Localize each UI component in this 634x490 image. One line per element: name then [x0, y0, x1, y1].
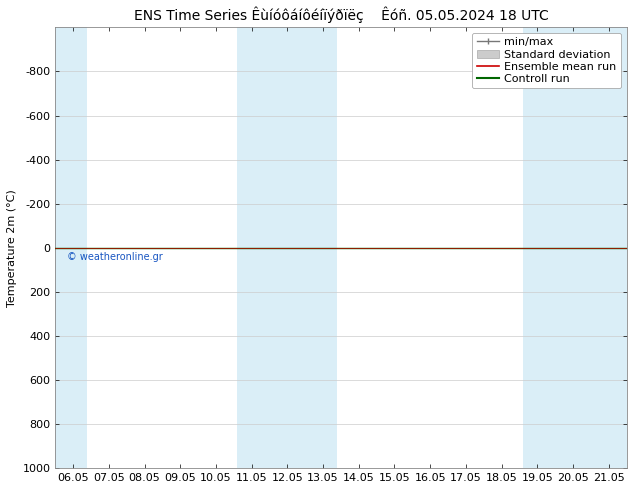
Bar: [55, 27, 87, 468]
Bar: [237, 27, 337, 468]
Bar: [523, 27, 626, 468]
Text: © weatheronline.gr: © weatheronline.gr: [67, 251, 162, 262]
Title: ENS Time Series Êùíóôáíôéíïýðïëç    Êóñ. 05.05.2024 18 UTC: ENS Time Series Êùíóôáíôéíïýðïëç Êóñ. 05…: [134, 7, 548, 24]
Y-axis label: Temperature 2m (°C): Temperature 2m (°C): [7, 189, 17, 307]
Legend: min/max, Standard deviation, Ensemble mean run, Controll run: min/max, Standard deviation, Ensemble me…: [472, 33, 621, 89]
